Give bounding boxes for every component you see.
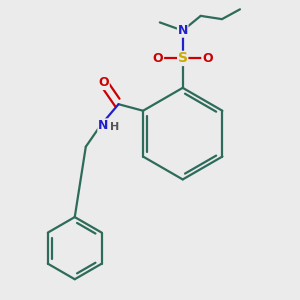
Text: O: O	[202, 52, 213, 65]
Text: S: S	[178, 51, 188, 65]
Text: O: O	[153, 52, 164, 65]
Text: N: N	[98, 119, 108, 132]
Text: O: O	[98, 76, 109, 89]
Text: N: N	[178, 24, 188, 37]
Text: H: H	[110, 122, 119, 132]
